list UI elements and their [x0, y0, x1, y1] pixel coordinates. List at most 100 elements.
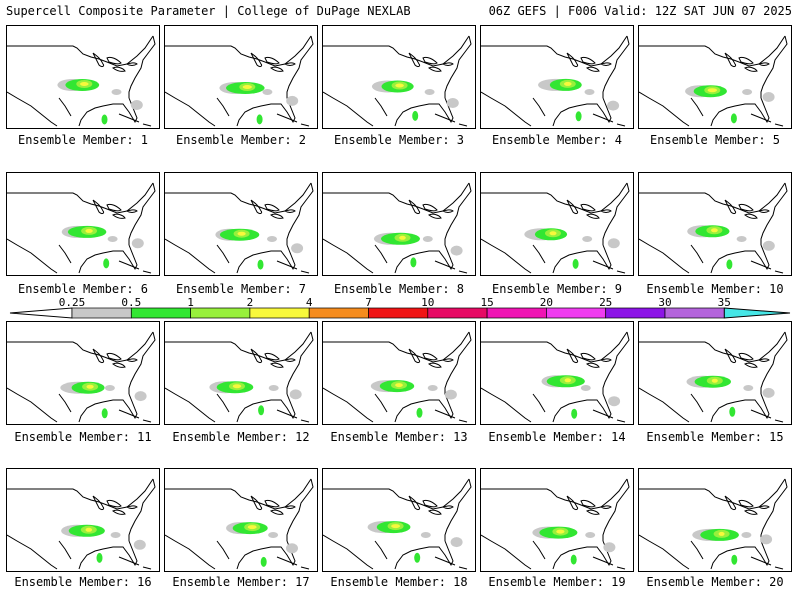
coastline [532, 244, 546, 264]
scp-contour-area [726, 259, 733, 270]
lake-outline [112, 509, 126, 515]
colorbar-segment [249, 307, 310, 319]
lake-outline [580, 203, 596, 212]
colorbar-tick-label: 35 [717, 296, 731, 309]
scp-contour-area [564, 378, 571, 383]
lake-outline [566, 199, 579, 215]
lake-outline [112, 66, 126, 72]
ensemble-member-caption: Ensemble Member: 11 [14, 430, 152, 444]
lake-outline [408, 199, 421, 215]
scp-contour-area [247, 525, 257, 530]
island-outline [458, 270, 468, 274]
lake-outline [270, 213, 284, 219]
border-line [639, 182, 786, 214]
coastline [323, 534, 374, 570]
scp-contour-area [111, 89, 122, 95]
scp-contour-area [580, 385, 591, 391]
lake-outline [125, 505, 138, 509]
lake-outline [744, 66, 758, 72]
coastline [165, 238, 216, 274]
scp-contour-area [256, 114, 263, 125]
coastline [602, 331, 630, 394]
island-outline [300, 123, 310, 127]
colorbar-high-arrow [723, 307, 791, 319]
ensemble-member-map [638, 468, 792, 572]
lake-outline [580, 56, 596, 65]
ensemble-member-map [322, 468, 476, 572]
island-outline [142, 566, 152, 570]
lake-outline [738, 56, 754, 65]
scp-contour-area [607, 238, 620, 249]
lake-outline [112, 362, 126, 368]
ensemble-member-caption: Ensemble Member: 15 [646, 430, 784, 444]
scp-contour-area [101, 114, 108, 125]
lake-outline [599, 358, 612, 362]
ensemble-member-caption: Ensemble Member: 2 [175, 133, 307, 147]
island-outline [118, 409, 140, 419]
scp-contour-area [446, 98, 459, 108]
island-outline [300, 419, 310, 423]
coastline [78, 97, 138, 127]
lake-outline [250, 495, 263, 511]
colorbar-segment [664, 307, 725, 319]
scp-contour-area [556, 529, 565, 534]
border-line [7, 331, 154, 363]
coastline [286, 478, 314, 541]
island-outline [458, 123, 468, 127]
ensemble-member-map [638, 25, 792, 129]
lake-outline [283, 358, 296, 362]
ensemble-member-caption: Ensemble Member: 1 [17, 133, 149, 147]
coastline [78, 540, 138, 570]
coastline [602, 182, 630, 245]
coastline [444, 478, 472, 541]
chart-title: Supercell Composite Parameter | College … [6, 4, 411, 18]
ensemble-member-caption: Ensemble Member: 10 [646, 282, 784, 296]
colorbar-segment [546, 307, 607, 319]
border-line [7, 182, 154, 214]
island-outline [592, 409, 614, 419]
scp-contour-area [570, 554, 577, 565]
border-line [481, 331, 628, 363]
border-line [7, 35, 154, 67]
lake-outline [422, 499, 438, 508]
colorbar-segment [71, 307, 132, 319]
coastline [481, 534, 532, 570]
lake-outline [106, 203, 122, 212]
coastline [286, 35, 314, 98]
ensemble-member-map [480, 321, 634, 425]
coastline [552, 97, 612, 127]
island-outline [774, 566, 784, 570]
scp-contour-area [399, 235, 406, 240]
lake-outline [422, 352, 438, 361]
border-line [165, 35, 312, 67]
lake-outline [92, 495, 105, 511]
scp-contour-area [262, 89, 273, 95]
lake-outline [264, 352, 280, 361]
coastline [760, 478, 788, 541]
lake-outline [757, 505, 770, 509]
lake-outline [270, 362, 284, 368]
coastline [286, 331, 314, 394]
ensemble-member-map [164, 321, 318, 425]
colorbar-tick-label: 20 [539, 296, 554, 309]
colorbar-tick-label: 30 [658, 296, 672, 309]
coastline [639, 387, 690, 423]
scp-contour-area [133, 539, 146, 550]
island-outline [142, 419, 152, 423]
scp-contour-area [101, 408, 108, 419]
lake-outline [428, 509, 442, 515]
coastline [165, 534, 216, 570]
scp-contour-area [103, 258, 110, 269]
scp-contour-area [237, 231, 246, 236]
lake-outline [441, 209, 454, 213]
coastline [444, 331, 472, 394]
island-outline [774, 270, 784, 274]
scp-contour-area [80, 82, 89, 86]
scp-contour-area [564, 81, 572, 86]
ensemble-member-map [322, 172, 476, 276]
lake-outline [586, 213, 600, 219]
scp-contour-area [131, 238, 144, 249]
scp-contour-area [134, 391, 147, 402]
scp-contour-area [232, 384, 242, 389]
coastline [128, 182, 156, 245]
